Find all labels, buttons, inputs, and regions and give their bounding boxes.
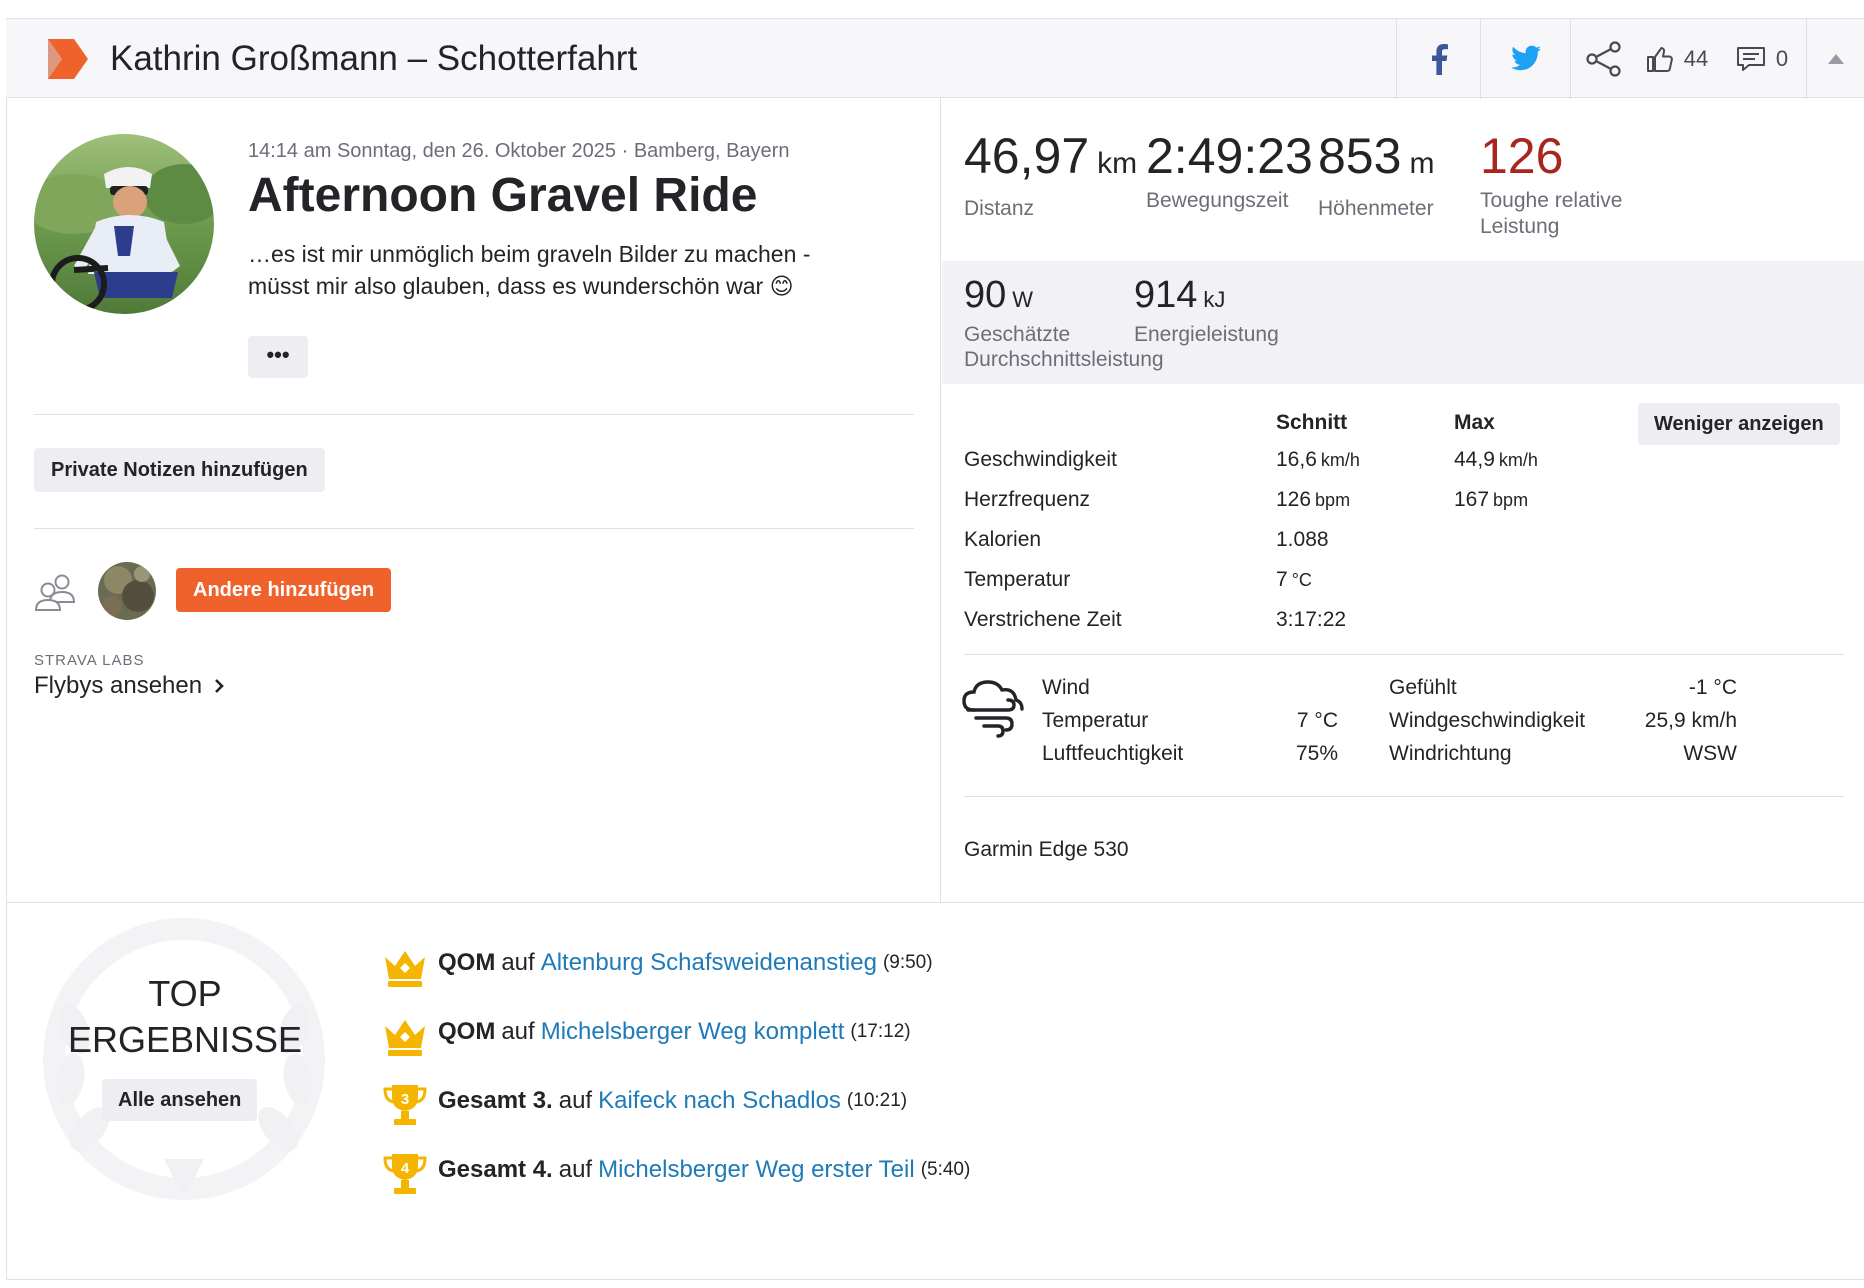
stat-value: 126 [1480,128,1564,184]
table-row: Temperatur 7 °C [964,568,1312,591]
description-line-2: müsst mir also glauben, dass es wundersc… [248,273,794,299]
show-less-button[interactable]: Weniger anzeigen [1638,403,1840,445]
segment-link[interactable]: Michelsberger Weg erster Teil [598,1156,915,1183]
activity-stats: 46,97 km Distanz 2:49:23 Bewegungszeit 85… [942,98,1864,902]
weather-row: Wind Gefühlt -1 °C [1042,676,1737,699]
table-header-row: Schnitt Max [964,406,1624,440]
svg-text:4: 4 [401,1160,410,1177]
svg-text:3: 3 [401,1091,409,1108]
chevron-right-icon [215,679,224,693]
header-avg: Schnitt [1276,411,1348,434]
stat-distance: 46,97 km Distanz [964,128,1137,222]
stat-value: 90 W [964,274,1034,316]
add-others-button[interactable]: Andere hinzufügen [176,568,392,612]
stat-moving-time: 2:49:23 Bewegungszeit [1146,128,1313,214]
top-results-title: TOP ERGEBNISSE [67,973,303,1060]
list-item: QOM auf Michelsberger Weg komplett (17:1… [382,1018,970,1087]
see-all-results-button[interactable]: Alle ansehen [102,1079,258,1121]
private-notes-button[interactable]: Private Notizen hinzufügen [34,448,325,492]
stat-elevation: 853 m Höhenmeter [1318,128,1434,222]
chevron-up-icon [1827,54,1844,64]
secondary-stats: 90 W Geschätzte Durchschnittsleistung 914… [942,261,1864,384]
athlete-avatar[interactable] [34,134,214,314]
crown-icon [385,951,425,987]
collapse-header-button[interactable] [1806,19,1864,99]
results-list: QOM auf Altenburg Schafsweidenanstieg (9… [382,949,970,1225]
top-results: TOP ERGEBNISSE Alle ansehen QOM auf Alte… [6,902,1864,1280]
more-options-button[interactable]: ••• [248,336,308,378]
stat-label: Toughe relative Leistung [1480,189,1623,238]
trophy-icon: 4 [383,1154,427,1194]
stat-relative-effort[interactable]: 126 Toughe relative Leistung [1480,128,1622,240]
divider [964,654,1844,655]
more-stats-table: Schnitt Max Geschwindigkeit 16,6 km/h 44,… [964,406,1624,640]
facebook-icon [1431,44,1448,75]
stat-label: Bewegungszeit [1146,189,1289,212]
activity-details: 14:14 am Sonntag, den 26. Oktober 2025 ·… [6,98,941,902]
kudos-count: 44 [1683,46,1709,71]
stat-label: Energieleistung [1134,323,1279,346]
comments-count: 0 [1775,46,1789,71]
weather-row: Temperatur 7 °C Windgeschwindigkeit 25,9… [1042,709,1737,732]
table-row: Herzfrequenz 126 bpm 167 bpm [964,488,1529,511]
laurel-wreath-icon [43,918,325,1200]
thumbs-up-icon [1646,47,1673,72]
share-icon [1585,41,1621,77]
list-item: 4 Gesamt 4. auf Michelsberger Weg erster… [382,1154,970,1225]
device-name: Garmin Edge 530 [964,838,1129,861]
facebook-share-button[interactable] [1396,19,1480,99]
divider [34,528,914,529]
table-row: Verstrichene Zeit 3:17:22 [964,608,1347,631]
activity-header: Kathrin Großmann – Schotterfahrt [6,18,1864,99]
share-button[interactable] [1570,19,1636,99]
wind-cloud-icon [962,680,1024,738]
group-athlete-avatar[interactable] [98,562,156,620]
segment-link[interactable]: Kaifeck nach Schadlos [598,1087,841,1114]
stat-value: 46,97 km [964,128,1138,184]
flybys-label: Flybys ansehen [34,672,203,699]
kudos-button[interactable]: 44 [1636,19,1718,99]
list-item: QOM auf Altenburg Schafsweidenanstieg (9… [382,949,970,1018]
trophy-icon: 3 [383,1085,427,1125]
divider [964,796,1844,797]
activity-meta: 14:14 am Sonntag, den 26. Oktober 2025 ·… [248,140,790,162]
segment-link[interactable]: Michelsberger Weg komplett [540,1018,845,1045]
stat-value: 2:49:23 [1146,128,1313,184]
table-row: Geschwindigkeit 16,6 km/h 44,9 km/h [964,448,1538,471]
comments-button[interactable]: 0 [1718,19,1806,99]
description-line-1: …es ist mir unmöglich beim graveln Bilde… [248,241,811,267]
twitter-icon [1510,45,1541,71]
weather-row: Luftfeuchtigkeit 75% Windrichtung WSW [1042,742,1737,765]
strava-labs-label: STRAVA LABS [34,652,145,669]
crown-icon [385,1020,425,1056]
comment-icon [1736,47,1765,71]
twitter-share-button[interactable] [1480,19,1570,99]
activity-description: …es ist mir unmöglich beim graveln Bilde… [248,238,868,302]
segment-link[interactable]: Altenburg Schafsweidenanstieg [540,949,877,976]
stat-label: Höhenmeter [1318,197,1434,220]
header-max: Max [1454,411,1495,434]
stat-energy: 914 kJ Energieleistung [1134,273,1279,347]
stat-label: Geschätzte Durchschnittsleistung [964,323,1164,371]
stat-value: 914 kJ [1134,274,1226,316]
strava-logo[interactable] [46,37,90,81]
group-icon [34,574,76,611]
activity-name: Afternoon Gravel Ride [248,169,758,222]
stat-value: 853 m [1318,128,1435,184]
weather-details: Wind Gefühlt -1 °C Temperatur 7 °C Windg… [1042,676,1812,775]
stat-avg-power: 90 W Geschätzte Durchschnittsleistung [964,273,1164,372]
page-title: Kathrin Großmann – Schotterfahrt [110,39,638,78]
list-item: 3 Gesamt 3. auf Kaifeck nach Schadlos (1… [382,1085,970,1156]
flybys-link[interactable]: Flybys ansehen [34,672,224,700]
stat-label: Distanz [964,197,1035,220]
table-row: Kalorien 1.088 [964,528,1329,551]
primary-stats: 46,97 km Distanz 2:49:23 Bewegungszeit 85… [942,98,1864,261]
header-actions: 44 0 [1396,19,1864,99]
divider [34,414,914,415]
